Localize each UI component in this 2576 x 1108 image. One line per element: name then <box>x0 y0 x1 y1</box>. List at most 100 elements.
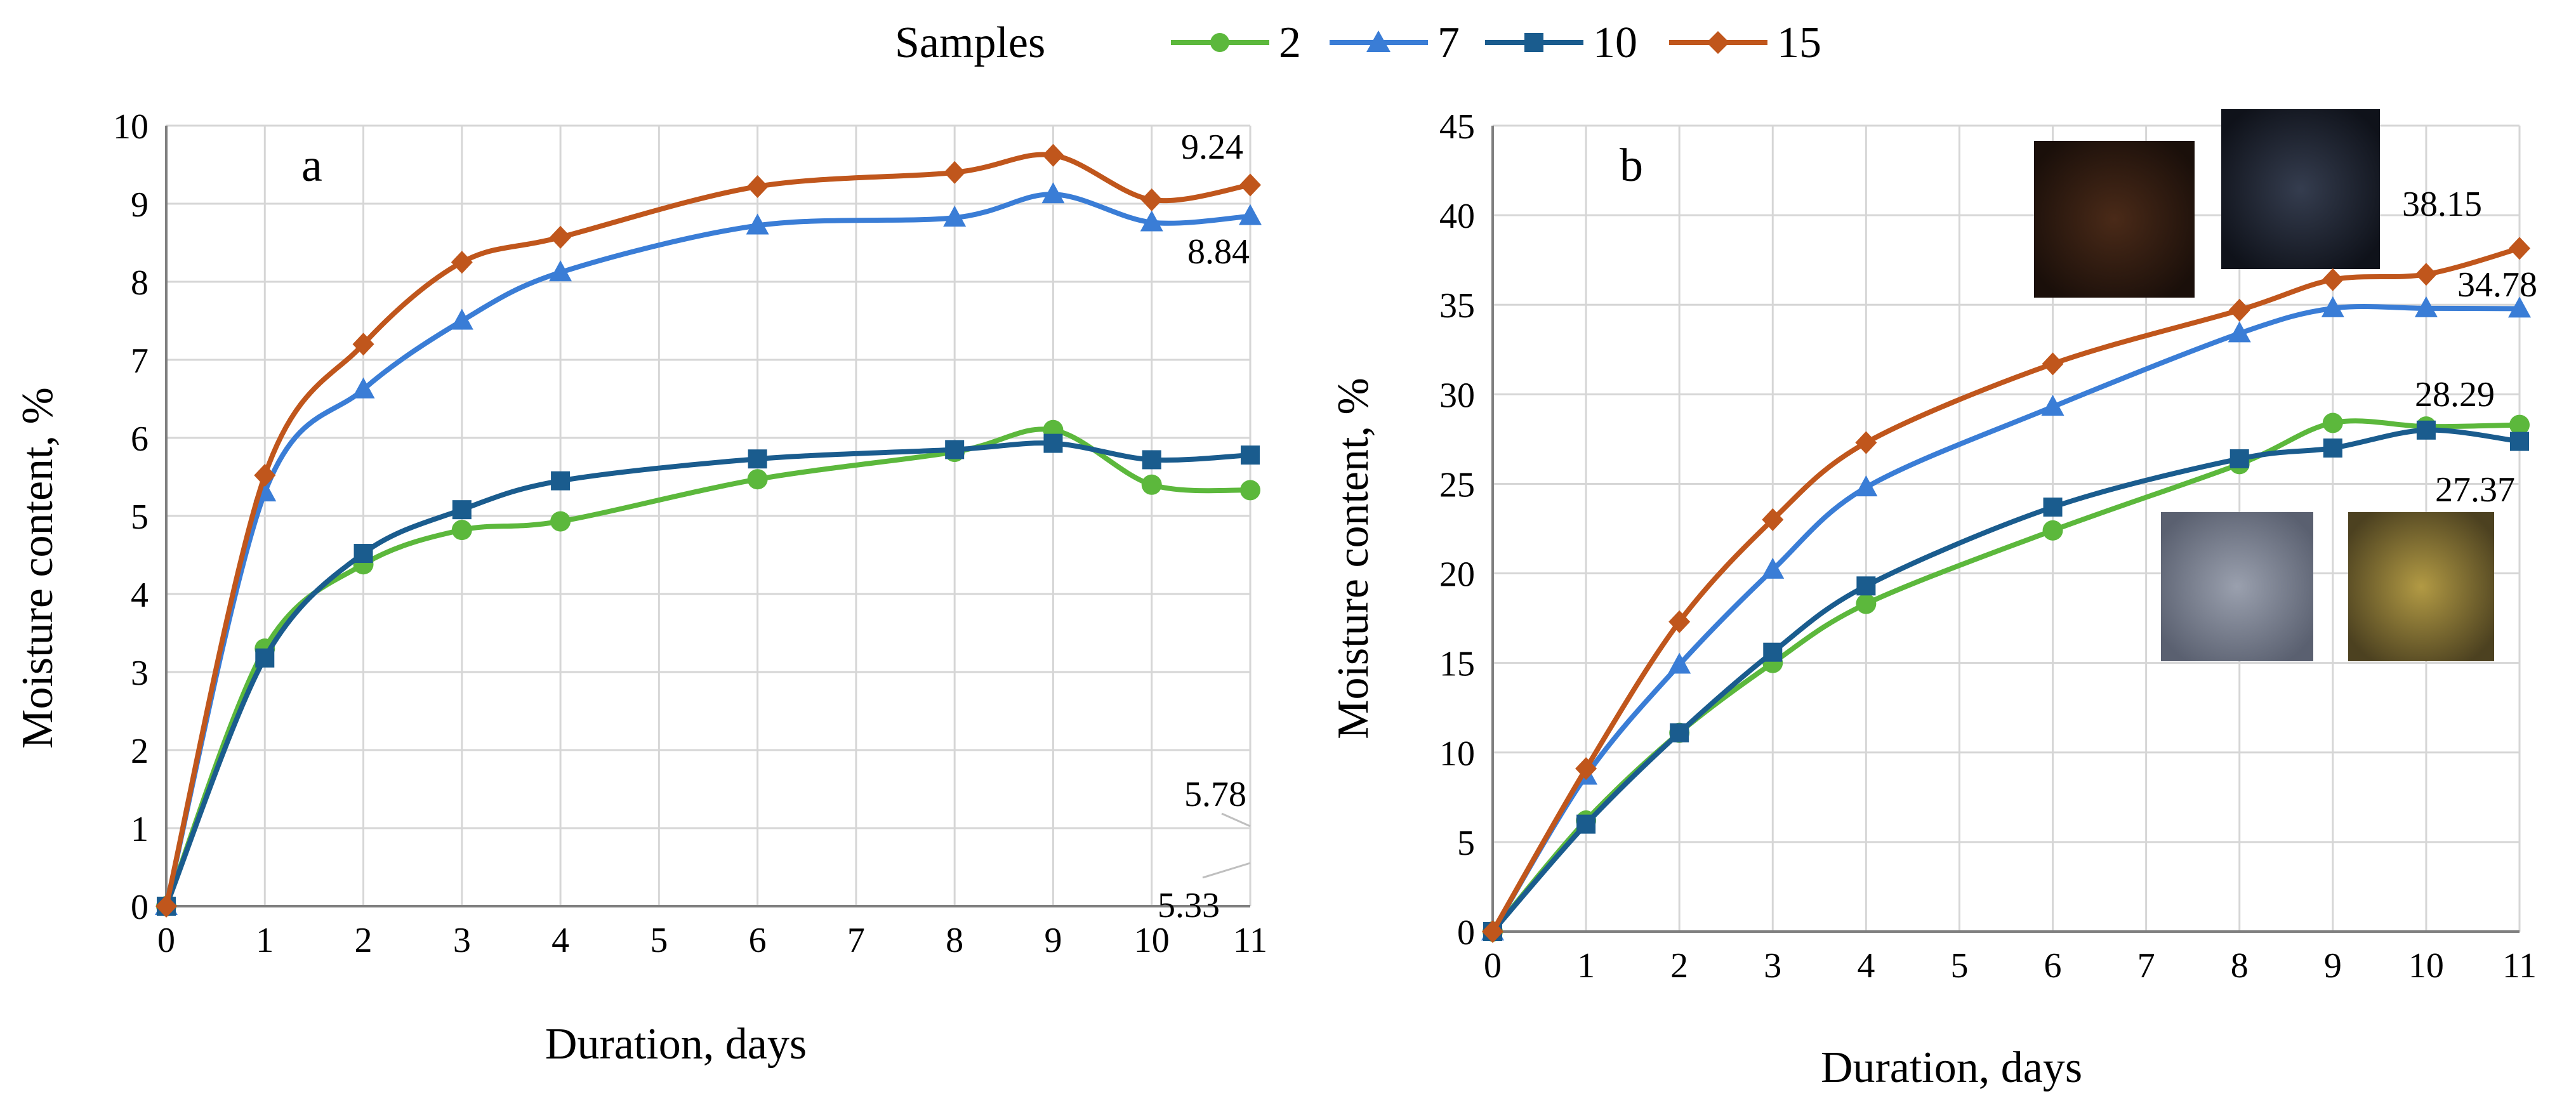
x-tick-label: 10 <box>2408 946 2444 986</box>
point-7-x8 <box>2228 321 2251 343</box>
point-7-x4 <box>1854 475 1878 497</box>
y-tick-label: 0 <box>131 888 149 927</box>
axes-a <box>165 126 1250 907</box>
y-tick-label: 15 <box>1439 645 1475 684</box>
x-tick-label: 1 <box>256 921 274 960</box>
annotation-28.29: 28.29 <box>2415 375 2495 414</box>
point-15-x3 <box>1762 508 1784 531</box>
y-tick-labels-a: 0 1 2 3 4 5 6 7 8 9 10 <box>113 107 149 927</box>
point-10-x3 <box>452 500 472 520</box>
series-15 <box>1482 237 2530 943</box>
point-10-x1 <box>1576 814 1596 834</box>
annotation-8.84: 8.84 <box>1187 232 1250 272</box>
x-axis-label-b: Duration, days <box>1821 1043 2082 1092</box>
y-tick-label: 5 <box>1457 824 1475 863</box>
series-line-10 <box>1490 427 2520 933</box>
point-10-x10 <box>1142 450 1161 470</box>
point-2-x10 <box>1141 474 1162 495</box>
y-tick-label: 2 <box>131 732 149 771</box>
x-tick-label: 7 <box>847 921 865 960</box>
point-15-x0 <box>155 895 177 918</box>
series-line-15 <box>164 152 1251 907</box>
legend-marker-15 <box>1707 31 1729 54</box>
legend-entry-2: 2 <box>1171 18 1301 67</box>
x-tick-label: 5 <box>650 921 668 960</box>
y-tick-label: 3 <box>131 654 149 693</box>
sample-photos <box>2034 109 2494 661</box>
series-line-7 <box>1490 304 2520 933</box>
legend-marker-7 <box>1366 30 1390 52</box>
legend-label-15: 15 <box>1777 18 1821 67</box>
y-tick-label: 0 <box>1457 913 1475 953</box>
legend-label-2: 2 <box>1279 18 1301 67</box>
panel-label-a: a <box>301 140 322 192</box>
grid-a <box>165 124 1252 907</box>
y-tick-label: 5 <box>131 498 149 537</box>
point-15-x6 <box>2042 352 2064 376</box>
y-tick-label: 10 <box>1439 734 1475 774</box>
series-b <box>1481 237 2531 943</box>
legend-entry-15: 15 <box>1669 18 1821 67</box>
point-10-x6 <box>2043 498 2063 517</box>
point-15-x10 <box>1140 188 1163 211</box>
sample-photo-grey <box>2161 512 2313 661</box>
series-line-2 <box>164 426 1251 907</box>
point-10-x2 <box>1670 723 1689 742</box>
sample-photo-olive <box>2348 512 2494 661</box>
x-tick-label: 6 <box>749 921 767 960</box>
point-7-x2 <box>352 377 375 399</box>
x-tick-label: 10 <box>1134 921 1170 960</box>
leader-5.33 <box>1202 862 1251 879</box>
point-15-x11 <box>1239 173 1261 197</box>
point-7-x10 <box>1140 210 1163 232</box>
series-line-7 <box>164 192 1251 907</box>
x-tick-label: 2 <box>355 921 373 960</box>
axes-b <box>1491 126 2520 933</box>
point-15-x11 <box>2509 237 2530 260</box>
legend-label-7: 7 <box>1437 18 1460 67</box>
point-7-x9 <box>1041 182 1065 204</box>
point-10-x3 <box>1763 642 1783 662</box>
point-15-x2 <box>352 333 374 356</box>
y-axis-label-a: Moisture content, % <box>13 387 62 749</box>
x-tick-label: 9 <box>2324 946 2342 986</box>
annotation-34.78: 34.78 <box>2457 265 2537 305</box>
x-tick-label: 7 <box>2137 946 2155 986</box>
x-tick-label: 6 <box>2044 946 2062 986</box>
point-10-x10 <box>2416 420 2436 440</box>
chart-panel-a: 0 1 2 3 4 5 6 7 8 9 10 0 1 2 3 4 5 6 7 8 9 10 11 a Duration, … <box>13 107 1267 1069</box>
y-tick-label: 1 <box>131 810 149 849</box>
x-tick-label: 0 <box>157 921 175 960</box>
point-2-x9 <box>2322 412 2343 433</box>
point-15-x9 <box>1042 143 1064 167</box>
legend-label-10: 10 <box>1593 18 1637 67</box>
point-10-x9 <box>2323 439 2342 458</box>
x-tick-label: 11 <box>2502 946 2537 986</box>
point-15-x10 <box>2415 263 2437 286</box>
leader-5.78 <box>1221 812 1251 828</box>
point-2-x11 <box>2509 414 2530 435</box>
y-tick-label: 9 <box>131 185 149 225</box>
point-15-x4 <box>1855 431 1877 454</box>
point-7-x6 <box>746 213 769 235</box>
x-tick-label: 3 <box>453 921 471 960</box>
legend-marker-10 <box>1524 33 1543 52</box>
x-tick-labels-a: 0 1 2 3 4 5 6 7 8 9 10 11 <box>157 921 1267 960</box>
panel-label-b: b <box>1620 140 1643 192</box>
x-tick-label: 5 <box>1950 946 1968 986</box>
point-15-x4 <box>550 225 572 249</box>
x-tick-label: 4 <box>1857 946 1875 986</box>
y-tick-label: 20 <box>1439 555 1475 595</box>
x-tick-label: 4 <box>552 921 569 960</box>
point-10-x8 <box>2229 449 2249 468</box>
point-15-x3 <box>451 251 473 274</box>
series-10 <box>1483 420 2529 941</box>
sample-photo-dark-brown <box>2034 141 2195 298</box>
point-2-x11 <box>1240 480 1260 501</box>
legend-title: Samples <box>895 18 1045 67</box>
series-7 <box>155 182 1262 915</box>
annotation-5.33: 5.33 <box>1158 886 1220 925</box>
x-tick-label: 1 <box>1577 946 1595 986</box>
point-7-x3 <box>1761 557 1785 579</box>
